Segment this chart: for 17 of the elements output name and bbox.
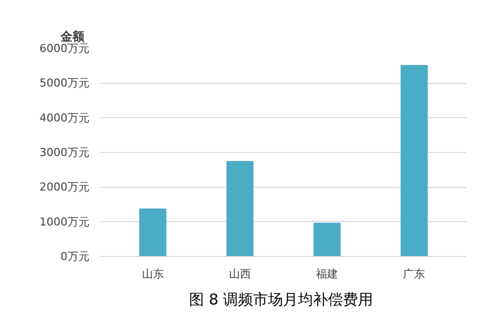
x-tick-label: 广东 [403,268,426,280]
bar [314,222,341,256]
x-tick-label: 福建 [316,268,338,280]
bar [400,64,428,256]
y-tick-label: 3000万元 [40,146,90,159]
y-tick-label: 0万元 [60,250,90,263]
y-axis-title: 金额 [60,30,86,44]
y-tick-label: 1000万元 [40,215,90,228]
y-tick-label: 2000万元 [40,180,90,194]
bar [139,208,166,256]
y-tick-label: 6000万元 [40,42,90,55]
text: 图 8 调频市场月均补偿费用 [189,290,374,308]
bar [226,161,254,256]
x-tick-label: 山东 [142,268,164,280]
y-tick-label: 4000万元 [40,111,90,124]
x-tick-label: 山西 [228,268,251,280]
y-tick-label: 5000万元 [40,76,90,90]
